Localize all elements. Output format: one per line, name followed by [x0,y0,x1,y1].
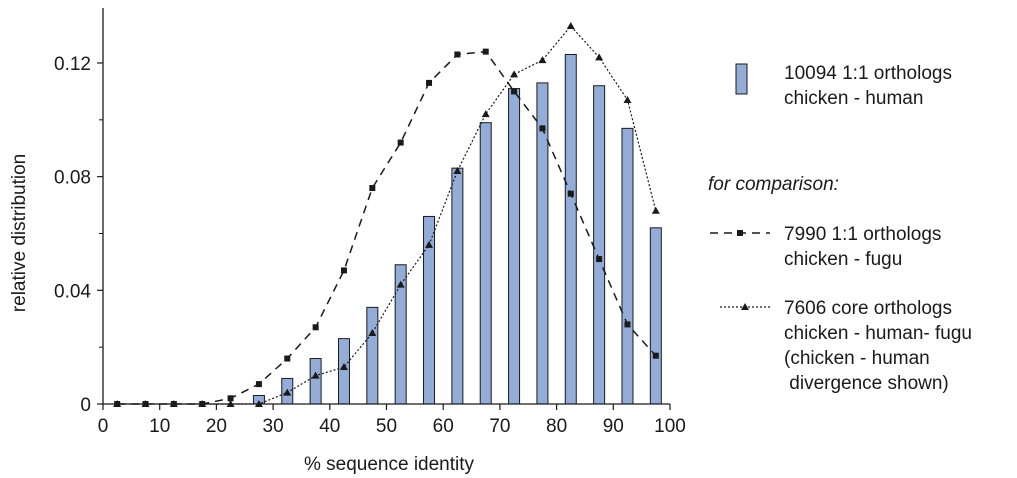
core-point-7 [311,371,320,379]
legend-label-fugu-line-1: 7990 1:1 orthologs [784,224,941,245]
bar-7 [309,358,322,405]
core-point-9 [368,328,377,336]
core-point-19 [651,206,660,214]
x-tick-label-9: 90 [603,416,624,437]
legend-label-bar-line-2: chicken - human [784,88,923,109]
x-tick-label-2: 20 [206,416,227,437]
core-point-17 [595,53,604,61]
fugu-point-13 [482,48,489,55]
legend-label-core-line-1: 7606 core orthologs [784,298,952,319]
y-tick-label-1: 0.04 [54,281,91,302]
x-tick-label-0: 0 [98,416,109,437]
core-point-15 [538,56,547,64]
fugu-point-11 [426,79,433,86]
bar-17 [593,85,606,405]
legend-swatch-triangle-marker [741,303,749,310]
bar-18 [621,127,634,405]
fugu-point-14 [511,88,518,95]
core-point-10 [396,280,405,288]
core-point-8 [339,363,348,371]
x-tick-label-1: 10 [149,416,170,437]
x-tick-label-10: 100 [654,416,686,437]
x-tick-label-4: 40 [319,416,340,437]
legend-swatch-bar [735,63,748,95]
fugu-point-6 [284,355,291,362]
fugu-point-18 [624,321,631,328]
fugu-point-9 [369,185,376,192]
legend-label-fugu-line-2: chicken - fugu [784,249,902,270]
x-tick-label-8: 80 [546,416,567,437]
bar-19 [649,227,662,405]
y-axis-title: relative distribution [9,154,30,312]
core-point-14 [510,70,519,78]
legend-label-core-line-3: (chicken - human [784,348,930,369]
legend-label-core-line-2: chicken - human- fugu [784,323,972,344]
x-axis-title: % sequence identity [304,454,475,475]
fugu-point-7 [312,324,319,331]
legend-swatch-square-marker [737,230,743,236]
fugu-point-4 [227,395,234,402]
core-point-13 [481,110,490,118]
core-point-16 [566,22,575,30]
legend: 10094 1:1 orthologs chicken - human for … [708,63,972,394]
bar-13 [479,122,492,405]
bar-series [252,53,662,405]
core-point-6 [283,388,292,396]
y-tick-label-3: 0.12 [54,54,91,75]
x-tick-label-5: 50 [376,416,397,437]
bar-8 [337,338,350,405]
axes [102,8,670,405]
legend-label-core-line-4: divergence shown) [784,373,949,394]
bar-9 [366,306,379,405]
fugu-line [117,50,657,405]
legend-note: for comparison: [708,174,839,195]
bar-14 [508,88,521,405]
tick-labels: 0 10 20 30 40 50 60 70 80 90 100 0 0.04 0.08 0.12 [54,54,686,437]
bar-16 [564,53,577,405]
fugu-point-5 [255,381,262,388]
fugu-point-17 [596,256,603,263]
fugu-point-19 [652,352,659,359]
fugu-point-8 [340,267,347,274]
x-tick-label-3: 30 [263,416,284,437]
legend-label-bar-line-1: 10094 1:1 orthologs [784,63,952,84]
fugu-point-10 [397,139,404,146]
core-point-11 [425,240,434,248]
fugu-point-16 [567,190,574,197]
fugu-point-12 [454,51,461,58]
core-point-12 [453,166,462,174]
bar-12 [451,167,464,405]
core-point-18 [623,95,632,103]
line-series [113,22,660,407]
y-tick-label-0: 0 [80,395,91,416]
fugu-point-15 [539,125,546,132]
x-tick-label-6: 60 [433,416,454,437]
y-tick-label-2: 0.08 [54,168,91,189]
x-tick-label-7: 70 [489,416,510,437]
